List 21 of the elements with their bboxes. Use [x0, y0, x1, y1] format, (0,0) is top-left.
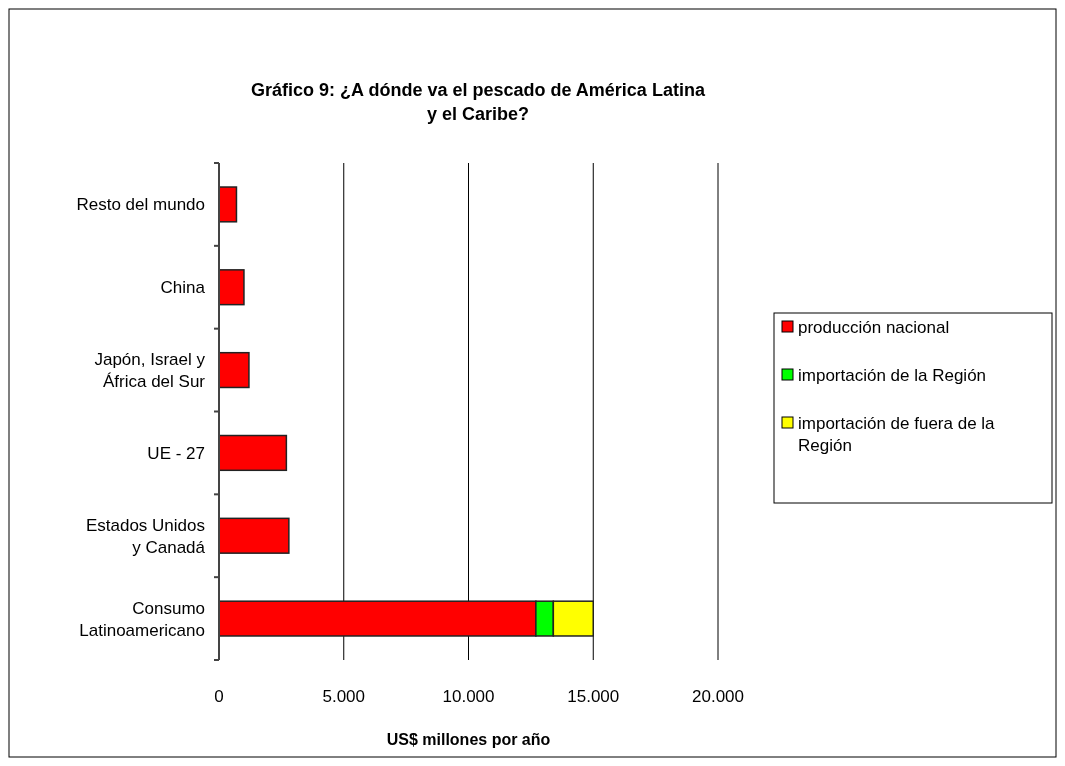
legend-label: importación de fuera de la Región [798, 414, 996, 455]
x-tick-label: 10.000 [442, 687, 495, 706]
y-tick-label: Consumo Latinoamericano [79, 598, 205, 640]
bar [218, 186, 238, 223]
y-tick-label: Japón, Israel y África del Sur [94, 350, 206, 392]
chart-title: Gráfico 9: ¿A dónde va el pescado de América Latina y el Caribe? [251, 80, 706, 124]
legend-label: importación de la Región [798, 366, 987, 385]
y-tick-label: UE - 27 [147, 443, 205, 463]
x-tick-label: 20.000 [692, 687, 744, 706]
x-tick-label: 5.000 [322, 687, 366, 706]
x-axis-title: US$ millones por año [386, 731, 551, 748]
bar [218, 269, 245, 306]
bar [218, 434, 288, 472]
y-tick-label: China [160, 278, 206, 298]
y-tick-label: Resto del mundo [76, 195, 205, 215]
y-tick-label: Estados Unidos y Canadá [85, 515, 206, 557]
x-tick-label: 15.000 [567, 687, 620, 706]
bar [218, 517, 290, 554]
legend-label: producción nacional [798, 318, 950, 337]
bar [218, 351, 250, 389]
x-tick-label: 0 [214, 687, 224, 706]
